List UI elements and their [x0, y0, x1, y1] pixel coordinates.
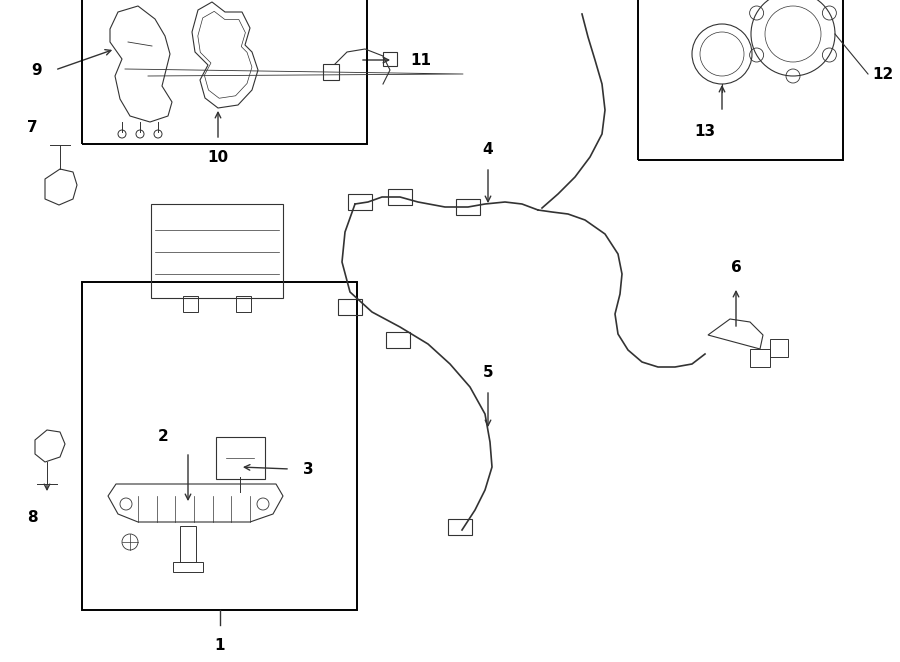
Text: 4: 4: [482, 142, 493, 157]
Text: 6: 6: [731, 260, 742, 275]
Text: 10: 10: [207, 150, 229, 165]
Text: 9: 9: [32, 62, 42, 77]
Text: 7: 7: [27, 120, 37, 135]
Bar: [82, 282, 357, 610]
Bar: [82, 0, 367, 144]
Text: 12: 12: [872, 66, 894, 81]
Bar: [638, 0, 843, 160]
Text: 11: 11: [410, 52, 431, 68]
Text: 1: 1: [214, 638, 225, 653]
Text: 13: 13: [695, 124, 716, 139]
Text: 8: 8: [27, 510, 37, 525]
Text: 5: 5: [482, 365, 493, 380]
Text: 2: 2: [158, 429, 168, 444]
Text: 3: 3: [303, 461, 313, 477]
